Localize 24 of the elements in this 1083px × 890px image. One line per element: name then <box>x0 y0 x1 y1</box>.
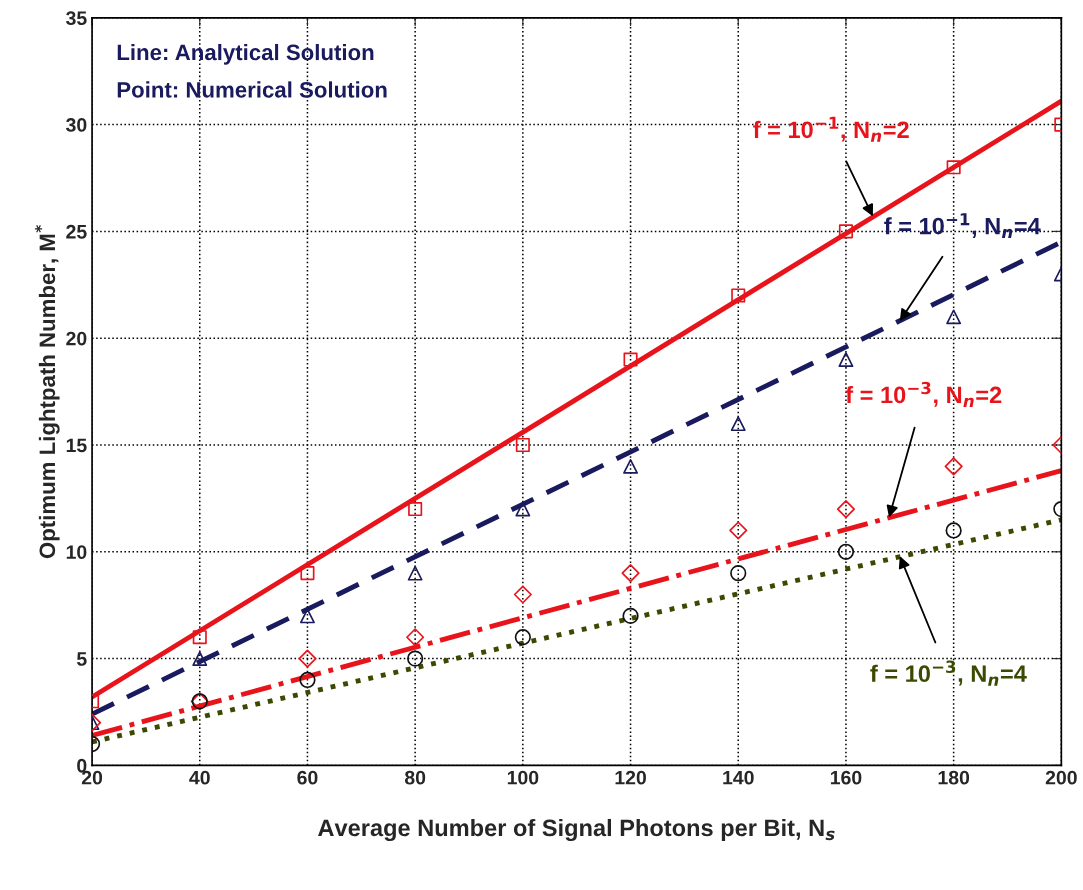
x-tick-label: 180 <box>938 770 970 785</box>
annotation: f = 10$^{−3}$, N$_{n}$=2 <box>845 381 1002 407</box>
y-tick-label: 15 <box>66 438 87 453</box>
y-tick-label: 10 <box>66 545 87 560</box>
y-tick-label: 5 <box>76 652 87 666</box>
x-axis-title: Average Number of Signal Photons per Bit, N$_{s}$ <box>318 818 835 842</box>
x-tick-label: 100 <box>507 770 539 785</box>
x-tick-label: 160 <box>830 770 862 785</box>
y-tick-label: 25 <box>66 224 87 239</box>
x-tick-label: 80 <box>404 770 426 785</box>
x-tick-label: 120 <box>615 770 646 785</box>
annotation: Point: Numerical Solution <box>117 81 387 98</box>
y-tick-label: 20 <box>66 331 87 346</box>
y-tick-label: 35 <box>66 11 87 26</box>
x-tick-label: 40 <box>189 770 210 785</box>
x-tick-label: 140 <box>723 770 754 785</box>
annotation: f = 10$^{−1}$, N$_{n}$=4 <box>884 213 1041 239</box>
annotation: f = 10$^{−3}$, N$_{n}$=4 <box>870 660 1027 686</box>
x-tick-label: 200 <box>1045 770 1077 785</box>
y-tick-label: 30 <box>66 118 87 132</box>
annotation: f = 10$^{−1}$, N$_{n}$=2 <box>753 116 909 142</box>
y-axis-title: Optimum Lightpath Number, M$^{*}$ <box>34 225 60 559</box>
x-tick-label: 60 <box>297 770 318 785</box>
annotation: Line: Analytical Solution <box>117 43 374 65</box>
